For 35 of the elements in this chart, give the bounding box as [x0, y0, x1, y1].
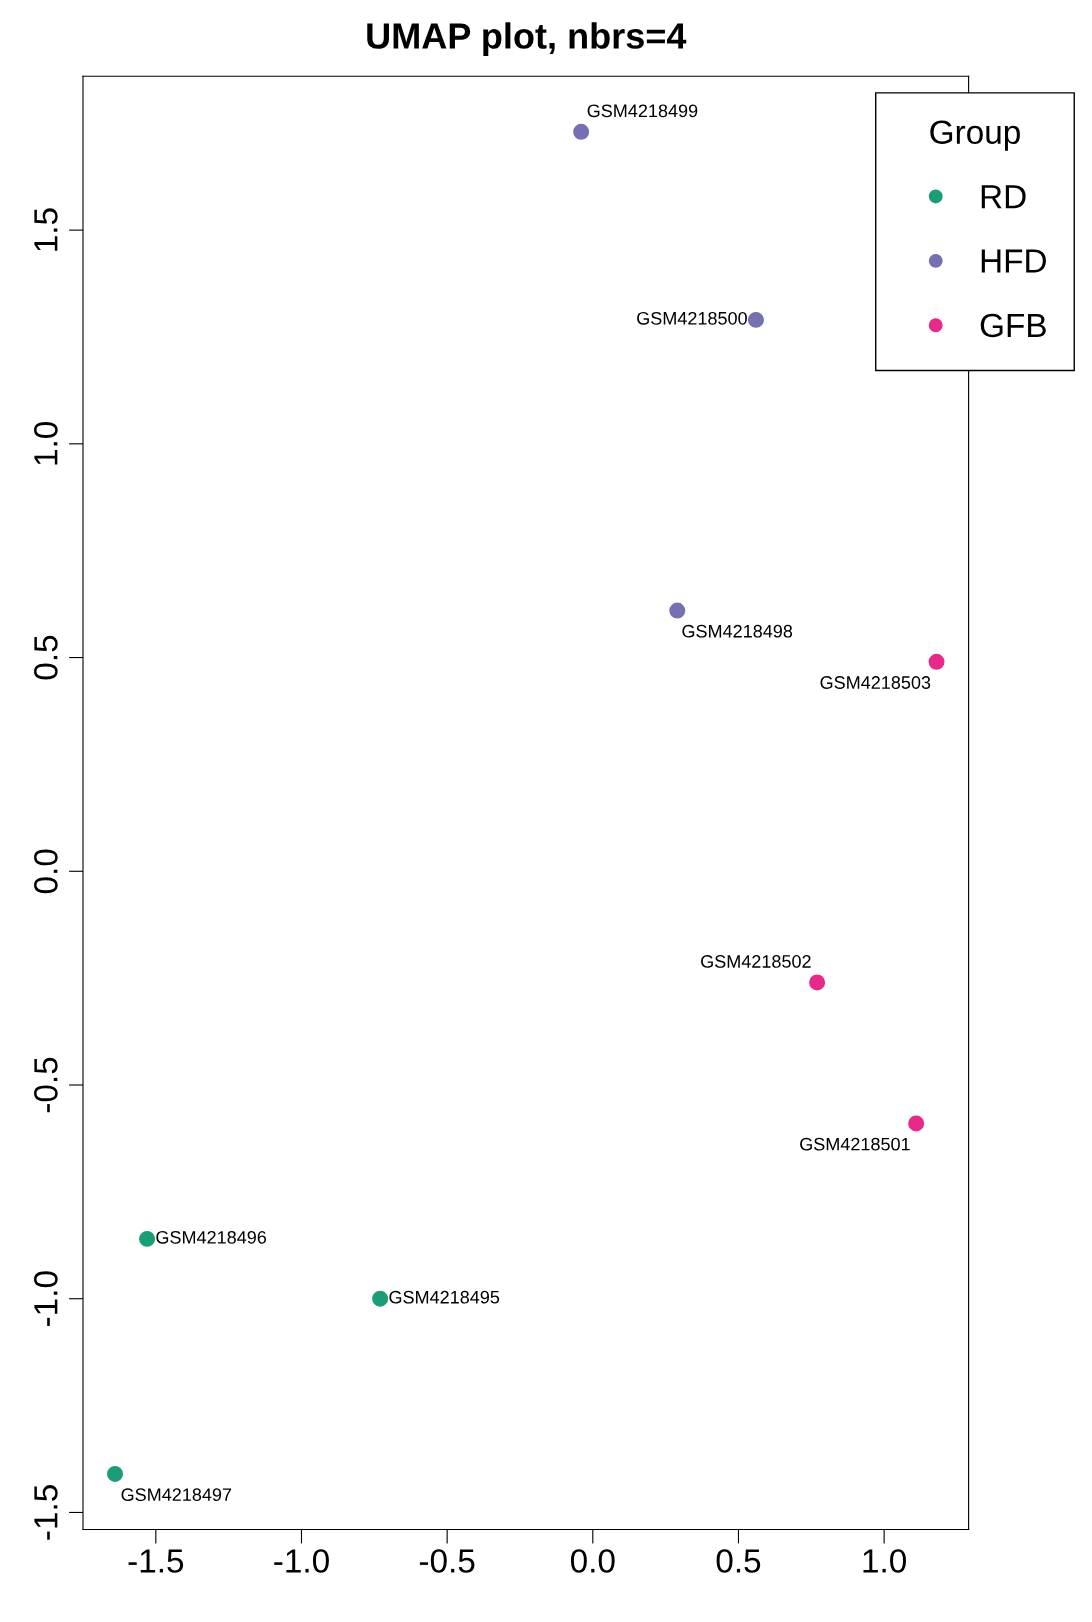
chart-title: UMAP plot, nbrs=4: [367, 22, 687, 56]
x-tick-label: -0.5: [419, 1549, 475, 1573]
x-tick-label: -1.5: [128, 1549, 184, 1573]
point: [139, 1230, 156, 1247]
point: [747, 311, 764, 328]
y-tick-label: -0.5: [34, 1057, 58, 1113]
x-tick-label: 1.0: [863, 1549, 906, 1573]
y-tick-label: 0.0: [34, 849, 58, 894]
annotation: GSM4218498: [682, 624, 793, 638]
y-tick-label: -1.0: [34, 1271, 58, 1326]
annotation: GSM4218501: [800, 1137, 910, 1151]
point: [809, 974, 826, 991]
legend-label: RD: [981, 185, 1026, 209]
annotation: GSM4218500: [637, 311, 747, 325]
annotation: GSM4218503: [820, 676, 931, 689]
x-tick-label: 0.0: [570, 1549, 615, 1573]
x-tick-label: 0.5: [716, 1549, 761, 1573]
point: [908, 1115, 925, 1132]
y-tick-label: 1.0: [34, 421, 58, 465]
point: [372, 1290, 389, 1307]
annotation: GSM4218499: [587, 104, 698, 118]
point: [573, 123, 590, 140]
annotation: GSM4218496: [156, 1230, 267, 1244]
legend-title: Group: [930, 120, 1020, 151]
point: [107, 1465, 124, 1482]
y-tick-label: 0.5: [34, 635, 58, 680]
x-tick-label: -1.0: [274, 1549, 329, 1573]
legend-label: GFB: [980, 313, 1046, 338]
annotation: GSM4218502: [701, 955, 811, 968]
annotation: GSM4218497: [121, 1488, 232, 1502]
y-tick-label: 1.5: [34, 208, 58, 251]
point: [669, 602, 686, 619]
legend-label: HFD: [981, 249, 1046, 273]
annotation: GSM4218495: [389, 1290, 500, 1304]
point: [928, 653, 945, 670]
